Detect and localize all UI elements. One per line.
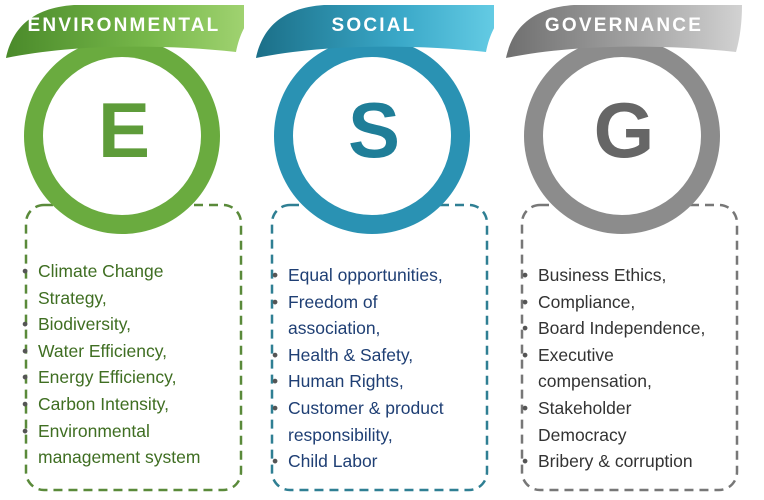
list-item: Customer & product (268, 395, 490, 422)
list-item: Business Ethics, (518, 262, 740, 289)
list-item: Environmental (18, 418, 240, 445)
governance-header-band (506, 5, 742, 58)
list-item: Executive (518, 342, 740, 369)
social-header: SOCIAL (331, 15, 417, 36)
list-item: Climate Change (18, 258, 240, 285)
environmental-pillar: ENVIRONMENTAL E Climate Change Strategy,… (4, 0, 244, 500)
list-item: Bribery & corruption (518, 448, 740, 475)
environmental-header: ENVIRONMENTAL (27, 15, 221, 36)
list-item: Freedom of (268, 289, 490, 316)
list-item: Human Rights, (268, 368, 490, 395)
list-item: Democracy (538, 424, 627, 445)
social-letter: S (347, 86, 401, 174)
list-item: association, (288, 318, 381, 339)
environmental-graphic (6, 5, 244, 492)
list-item: Compliance, (518, 289, 740, 316)
environmental-list: Climate Change Strategy, Biodiversity, W… (18, 258, 240, 471)
governance-header: GOVERNANCE (544, 15, 704, 36)
social-graphic (256, 5, 494, 492)
list-item: Biodiversity, (18, 311, 240, 338)
social-pillar: SOCIAL S Equal opportunities, Freedom of… (254, 0, 494, 500)
social-header-band (256, 5, 494, 58)
governance-list: Business Ethics, Compliance, Board Indep… (518, 262, 740, 475)
list-item: compensation, (538, 371, 652, 392)
environmental-letter: E (97, 86, 151, 174)
list-item: Carbon Intensity, (18, 391, 240, 418)
list-item: Energy Efficiency, (18, 364, 240, 391)
list-item: responsibility, (288, 424, 393, 445)
list-item: Water Efficiency, (18, 338, 240, 365)
social-list: Equal opportunities, Freedom of associat… (268, 262, 490, 475)
governance-letter: G (593, 86, 655, 174)
list-item: Board Independence, (518, 315, 740, 342)
list-item: Stakeholder (518, 395, 740, 422)
list-item: Health & Safety, (268, 342, 490, 369)
list-item: Child Labor (268, 448, 490, 475)
list-item: management system (38, 447, 201, 468)
list-item: Equal opportunities, (268, 262, 490, 289)
environmental-header-band (6, 5, 244, 58)
list-item: Strategy, (38, 287, 107, 308)
governance-pillar: GOVERNANCE G Business Ethics, Compliance… (504, 0, 744, 500)
